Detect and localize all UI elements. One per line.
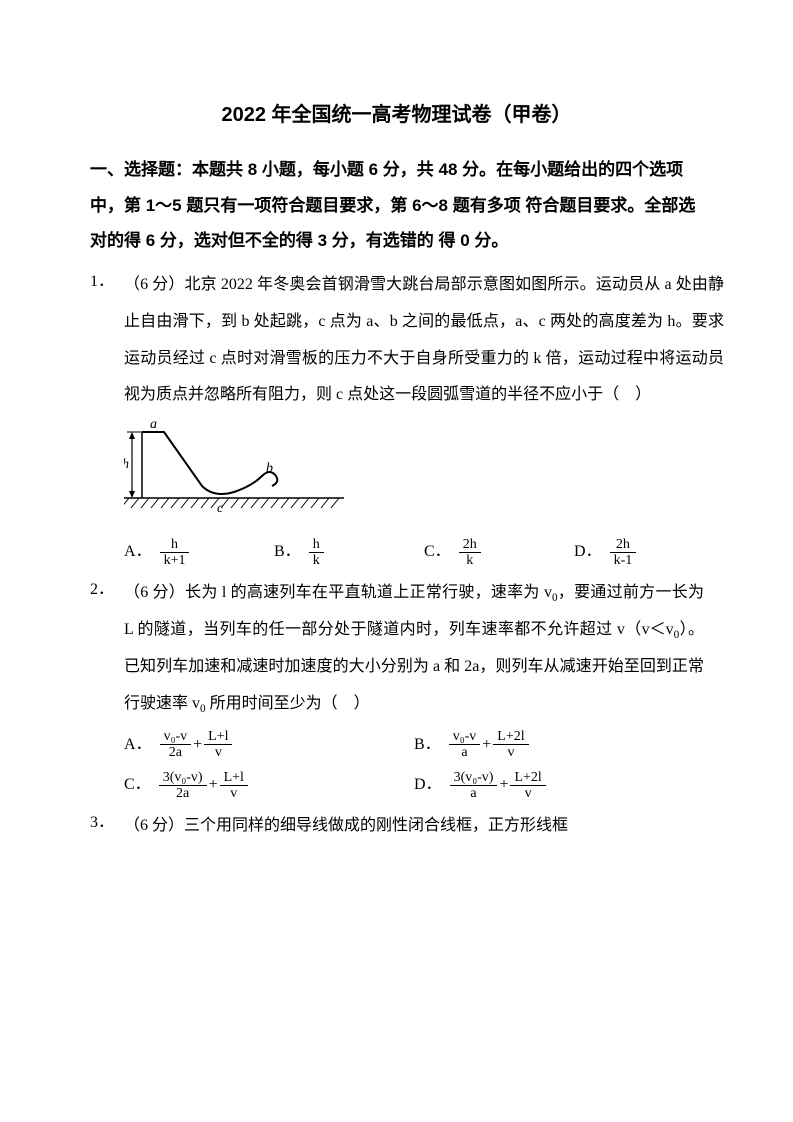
option-d: D． 2h k-1 bbox=[574, 534, 724, 571]
question-1: 1． （6 分）北京 2022 年冬奥会首钢滑雪大跳台局部示意图如图所示。运动员… bbox=[90, 267, 703, 571]
option-a: A． v₀-v 2a + L+l v bbox=[124, 727, 414, 764]
question-number: 3． bbox=[90, 808, 124, 845]
frac1: 3(v₀-v) 2a bbox=[157, 770, 209, 802]
page-title: 2022 年全国统一高考物理试卷（甲卷） bbox=[90, 96, 703, 134]
frac2: L+2l v bbox=[491, 729, 530, 761]
option-label: D． bbox=[574, 534, 602, 571]
question-body: （6 分）北京 2022 年冬奥会首钢滑雪大跳台局部示意图如图所示。运动员从 a… bbox=[124, 267, 724, 571]
option-label: D． bbox=[414, 767, 442, 804]
ski-slope-svg: a h c b bbox=[124, 420, 344, 515]
question-2-options-row1: A． v₀-v 2a + L+l v B． v₀-v a bbox=[124, 727, 704, 764]
question-number: 2． bbox=[90, 575, 124, 804]
option-d: D． 3(v₀-v) a + L+2l v bbox=[414, 767, 704, 804]
arrowhead-up bbox=[129, 432, 135, 439]
option-label: B． bbox=[414, 727, 441, 764]
arrowhead-down bbox=[129, 491, 135, 498]
plus: + bbox=[193, 727, 202, 764]
plus: + bbox=[499, 767, 508, 804]
question-body: （6 分）长为 l 的高速列车在平直轨道上正常行驶，速率为 v0，要通过前方一长… bbox=[124, 575, 704, 804]
frac1: v₀-v a bbox=[447, 729, 483, 761]
option-b: B． h k bbox=[274, 534, 424, 571]
option-c: C． 3(v₀-v) 2a + L+l v bbox=[124, 767, 414, 804]
question-2-options-row2: C． 3(v₀-v) 2a + L+l v D． 3(v₀-v) a bbox=[124, 767, 704, 804]
option-c: C． 2h k bbox=[424, 534, 574, 571]
question-body: （6 分）三个用同样的细导线做成的刚性闭合线框，正方形线框 bbox=[124, 808, 703, 845]
question-points: （6 分） bbox=[124, 276, 185, 293]
option-label: C． bbox=[124, 767, 151, 804]
label-h: h bbox=[124, 457, 129, 472]
option-fraction: h k bbox=[307, 537, 326, 569]
frac2: L+l v bbox=[218, 770, 250, 802]
question-1-diagram: a h c b bbox=[124, 420, 724, 530]
question-text: 三个用同样的细导线做成的刚性闭合线框，正方形线框 bbox=[184, 817, 568, 834]
plus: + bbox=[209, 767, 218, 804]
option-fraction: 2h k bbox=[457, 537, 483, 569]
question-points: （6 分） bbox=[124, 817, 184, 834]
section-instructions: 一、选择题：本题共 8 小题，每小题 6 分，共 48 分。在每小题给出的四个选… bbox=[90, 152, 703, 259]
option-a: A． h k+1 bbox=[124, 534, 274, 571]
option-fraction: 2h k-1 bbox=[608, 537, 639, 569]
frac1: v₀-v 2a bbox=[158, 729, 194, 761]
label-a: a bbox=[150, 420, 157, 432]
slope-path bbox=[142, 432, 277, 494]
frac2: L+2l v bbox=[508, 770, 547, 802]
question-number: 1． bbox=[90, 267, 124, 571]
option-label: A． bbox=[124, 534, 152, 571]
label-b: b bbox=[266, 461, 273, 476]
question-2: 2． （6 分）长为 l 的高速列车在平直轨道上正常行驶，速率为 v0，要通过前… bbox=[90, 575, 703, 804]
qt-0: 长为 l 的高速列车在平直轨道上正常行驶，速率为 v bbox=[185, 584, 552, 601]
option-fraction: h k+1 bbox=[158, 537, 192, 569]
ground-hatch bbox=[124, 498, 339, 508]
label-c: c bbox=[217, 501, 224, 515]
question-1-options: A． h k+1 B． h k C． 2h bbox=[124, 534, 724, 571]
frac1: 3(v₀-v) a bbox=[448, 770, 500, 802]
question-points: （6 分） bbox=[124, 584, 185, 601]
option-label: B． bbox=[274, 534, 301, 571]
option-label: A． bbox=[124, 727, 152, 764]
option-label: C． bbox=[424, 534, 451, 571]
question-3: 3． （6 分）三个用同样的细导线做成的刚性闭合线框，正方形线框 bbox=[90, 808, 703, 845]
exam-page: 2022 年全国统一高考物理试卷（甲卷） 一、选择题：本题共 8 小题，每小题 … bbox=[0, 0, 793, 1122]
frac2: L+l v bbox=[202, 729, 234, 761]
question-text: 北京 2022 年冬奥会首钢滑雪大跳台局部示意图如图所示。运动员从 a 处由静止… bbox=[124, 276, 724, 403]
qt-6: 所用时间至少为（ ） bbox=[206, 695, 370, 712]
plus: + bbox=[482, 727, 491, 764]
option-b: B． v₀-v a + L+2l v bbox=[414, 727, 704, 764]
